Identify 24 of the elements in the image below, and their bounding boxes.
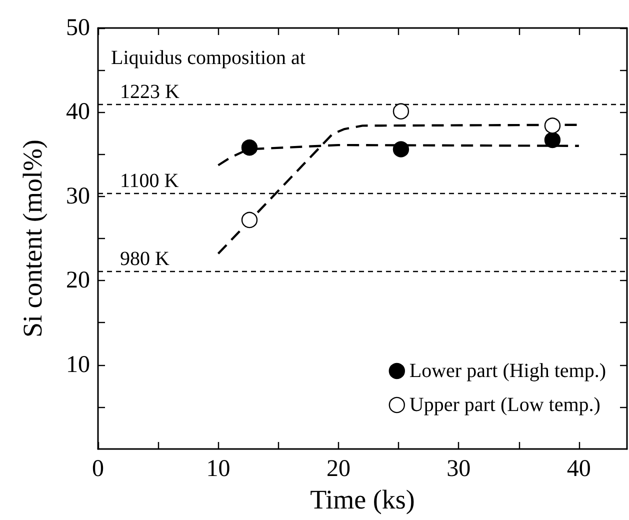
x-tick-label: 40 [566,456,591,482]
point [392,141,410,158]
ref-line-label: 980 K [120,248,170,270]
point [392,103,410,120]
point [544,118,561,134]
legend-label: Upper part (Low temp.) [409,394,600,416]
x-tick-label: 0 [92,456,104,482]
x-tick-label: 20 [326,456,350,482]
point [544,132,561,148]
ref-line-label: 1223 K [120,80,180,103]
point [241,139,258,156]
y-tick-label: 20 [66,268,90,294]
y-tick-label: 30 [66,183,90,210]
y-tick-label: 40 [66,99,90,126]
point [241,212,258,228]
y-axis-title: Si content (mol%) [18,140,48,338]
y-tick-label: 10 [66,352,90,378]
x-tick-label: 30 [446,456,471,482]
x-axis-title: Time (ks) [310,484,415,514]
annotation: Liquidus composition at [111,47,306,69]
ref-line-label: 1100 K [120,170,180,192]
y-tick-label: 50 [66,15,90,41]
x-tick-label: 10 [206,456,230,482]
legend-label: Lower part (High temp.) [409,360,606,382]
